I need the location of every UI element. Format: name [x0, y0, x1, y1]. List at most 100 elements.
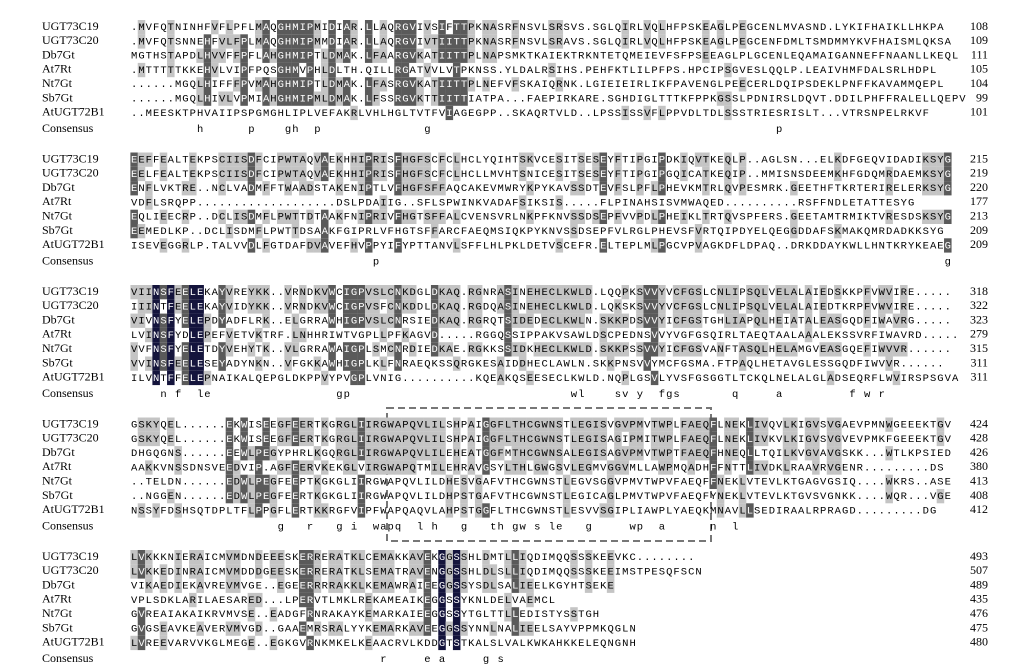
conservation-shade — [760, 299, 769, 314]
conservation-shade — [401, 417, 410, 432]
conservation-shade — [298, 181, 307, 196]
conservation-shade — [247, 635, 256, 651]
conservation-shade — [694, 342, 703, 357]
conservation-shade — [291, 431, 300, 447]
conservation-shade — [621, 285, 630, 300]
conservation-shade — [145, 578, 153, 593]
conservation-shade — [606, 474, 615, 489]
conservation-shade — [643, 34, 652, 49]
conservation-shade — [452, 20, 461, 35]
conservation-shade — [145, 327, 153, 343]
conservation-shade — [760, 285, 769, 300]
conservation-shade — [357, 550, 366, 565]
conservation-shade — [145, 460, 153, 475]
conservation-shade — [467, 34, 476, 49]
conservation-shade — [416, 564, 424, 579]
conservation-shade — [430, 342, 439, 357]
conservation-shade — [423, 62, 432, 78]
conservation-shade — [555, 431, 564, 447]
conservation-shade — [460, 489, 468, 504]
conservation-shade — [298, 285, 307, 300]
conservation-shade — [167, 20, 175, 35]
sequence-name: At7Rt — [42, 327, 72, 341]
conservation-shade — [298, 77, 307, 92]
conservation-shade — [834, 431, 842, 447]
conservation-shade — [826, 342, 835, 357]
conservation-shade — [240, 431, 248, 447]
conservation-shade — [277, 460, 285, 475]
conservation-shade — [665, 431, 674, 447]
conservation-shade — [394, 431, 402, 447]
conservation-shade — [203, 91, 212, 106]
conservation-shade — [335, 181, 344, 196]
conservation-shade — [269, 503, 278, 518]
residue-count: 489 — [970, 577, 988, 591]
sequence-name: At7Rt — [42, 459, 72, 473]
conservation-shade — [196, 370, 204, 386]
conservation-shade — [284, 91, 292, 106]
conservation-shade — [277, 20, 285, 35]
sequence-name: Db7Gt — [42, 577, 75, 591]
conservation-shade — [489, 34, 498, 49]
conservation-shade — [599, 152, 608, 167]
conservation-shade — [724, 446, 732, 461]
conservation-shade — [900, 299, 908, 314]
conservation-shade — [878, 342, 886, 357]
residue-count: 413 — [970, 473, 988, 487]
conservation-shade — [240, 152, 248, 167]
conservation-shade — [394, 299, 402, 314]
conservation-shade — [379, 195, 388, 210]
conservation-shade — [482, 578, 490, 593]
conservation-shade — [196, 550, 204, 565]
conservation-shade — [812, 446, 820, 461]
conservation-shade — [342, 460, 351, 475]
conservation-shade — [518, 342, 527, 357]
conservation-shade — [181, 370, 190, 386]
conservation-shade — [804, 327, 813, 343]
conservation-shade — [189, 370, 197, 386]
residue-count: 279 — [970, 327, 988, 341]
conservation-shade — [526, 152, 534, 167]
conservation-shade — [130, 285, 138, 300]
conservation-shade — [320, 460, 329, 475]
conservation-shade — [702, 446, 710, 461]
conservation-shade — [284, 152, 292, 167]
conservation-shade — [284, 181, 292, 196]
conservation-shade — [614, 431, 622, 447]
sequence-name: UGT73C19 — [42, 416, 99, 430]
conservation-shade — [152, 503, 160, 518]
conservation-shade — [372, 91, 380, 106]
conservation-shade — [724, 299, 732, 314]
conservation-shade — [423, 564, 432, 579]
conservation-shade — [130, 342, 138, 357]
conservation-shade — [262, 474, 270, 489]
conservation-shade — [826, 431, 835, 447]
conservation-shade — [335, 431, 344, 447]
conservation-shade — [277, 48, 285, 63]
conservation-shade — [834, 342, 842, 357]
conservation-shade — [599, 417, 608, 432]
conservation-shade — [518, 578, 527, 593]
conservation-shade — [277, 91, 285, 106]
conservation-shade — [533, 446, 542, 461]
conservation-shade — [438, 635, 446, 651]
conservation-shade — [716, 34, 725, 49]
conservation-shade — [438, 48, 446, 63]
conservation-shade — [350, 299, 358, 314]
conservation-shade — [922, 181, 930, 196]
conservation-shade — [658, 20, 666, 35]
conservation-shade — [790, 313, 798, 328]
conservation-shade — [438, 460, 446, 475]
conservation-shade — [225, 474, 234, 489]
conservation-shade — [357, 370, 366, 386]
conservation-shade — [255, 327, 263, 343]
conservation-shade — [262, 285, 270, 300]
conservation-shade — [790, 342, 798, 357]
conservation-shade — [335, 48, 344, 63]
conservation-shade — [526, 370, 534, 386]
conservation-shade — [584, 446, 593, 461]
conservation-shade — [489, 621, 498, 636]
conservation-shade — [760, 431, 769, 447]
conservation-shade — [328, 550, 336, 565]
conservation-shade — [724, 313, 732, 328]
